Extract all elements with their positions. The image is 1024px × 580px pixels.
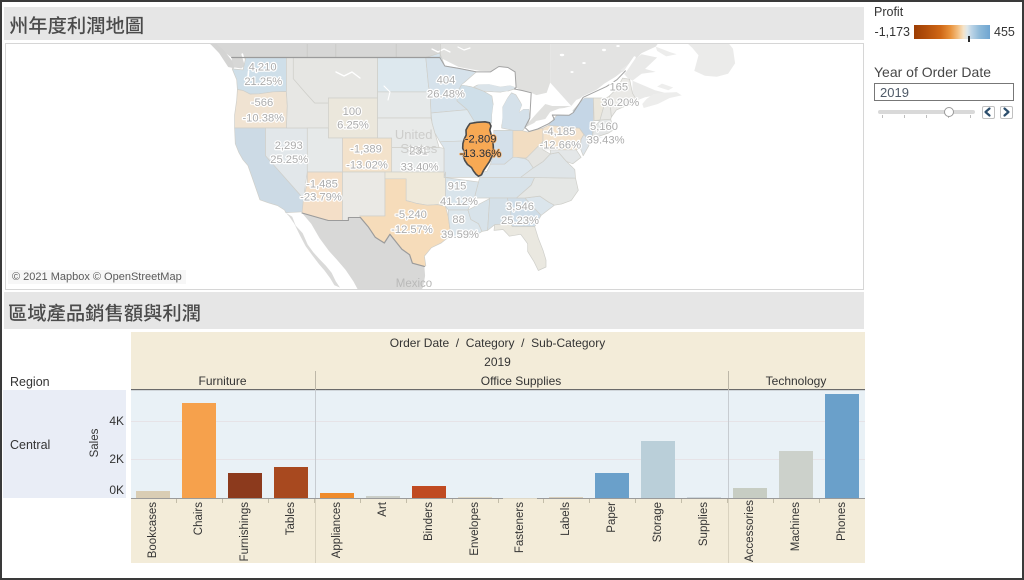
svg-text:-5,240: -5,240 xyxy=(395,209,427,221)
svg-text:26.48%: 26.48% xyxy=(427,88,465,100)
svg-text:-13.36%: -13.36% xyxy=(460,148,502,160)
svg-text:United: United xyxy=(395,127,433,142)
svg-text:6.25%: 6.25% xyxy=(337,120,369,132)
svg-text:-1,485: -1,485 xyxy=(306,179,338,191)
svg-text:39.43%: 39.43% xyxy=(587,134,625,146)
svg-text:States: States xyxy=(400,141,437,156)
svg-text:100: 100 xyxy=(343,106,362,118)
svg-text:3,546: 3,546 xyxy=(506,201,534,213)
svg-text:88: 88 xyxy=(452,214,464,226)
svg-text:404: 404 xyxy=(437,74,456,86)
svg-text:-23.79%: -23.79% xyxy=(300,192,342,204)
svg-text:-12.57%: -12.57% xyxy=(391,224,433,236)
svg-text:-1,389: -1,389 xyxy=(350,143,382,155)
svg-text:25.25%: 25.25% xyxy=(270,154,308,166)
svg-text:30.20%: 30.20% xyxy=(601,97,639,109)
svg-text:-10.38%: -10.38% xyxy=(242,112,284,124)
svg-text:915: 915 xyxy=(448,181,467,193)
svg-text:-4,185: -4,185 xyxy=(544,126,576,138)
svg-text:21.25%: 21.25% xyxy=(244,76,282,88)
svg-text:231: 231 xyxy=(409,145,428,157)
svg-text:41.12%: 41.12% xyxy=(440,196,478,208)
svg-text:33.40%: 33.40% xyxy=(401,161,439,173)
svg-text:25.23%: 25.23% xyxy=(501,215,539,227)
svg-text:-566: -566 xyxy=(251,97,273,109)
svg-text:4,210: 4,210 xyxy=(249,61,277,73)
svg-text:165: 165 xyxy=(609,82,628,94)
svg-text:39.59%: 39.59% xyxy=(441,229,479,241)
svg-text:-12.66%: -12.66% xyxy=(539,139,581,151)
svg-text:2,293: 2,293 xyxy=(275,140,303,152)
svg-text:-13.02%: -13.02% xyxy=(346,160,388,172)
svg-text:Mexico: Mexico xyxy=(396,278,432,289)
svg-text:5,160: 5,160 xyxy=(590,121,618,133)
svg-text:-2,809: -2,809 xyxy=(465,134,497,146)
